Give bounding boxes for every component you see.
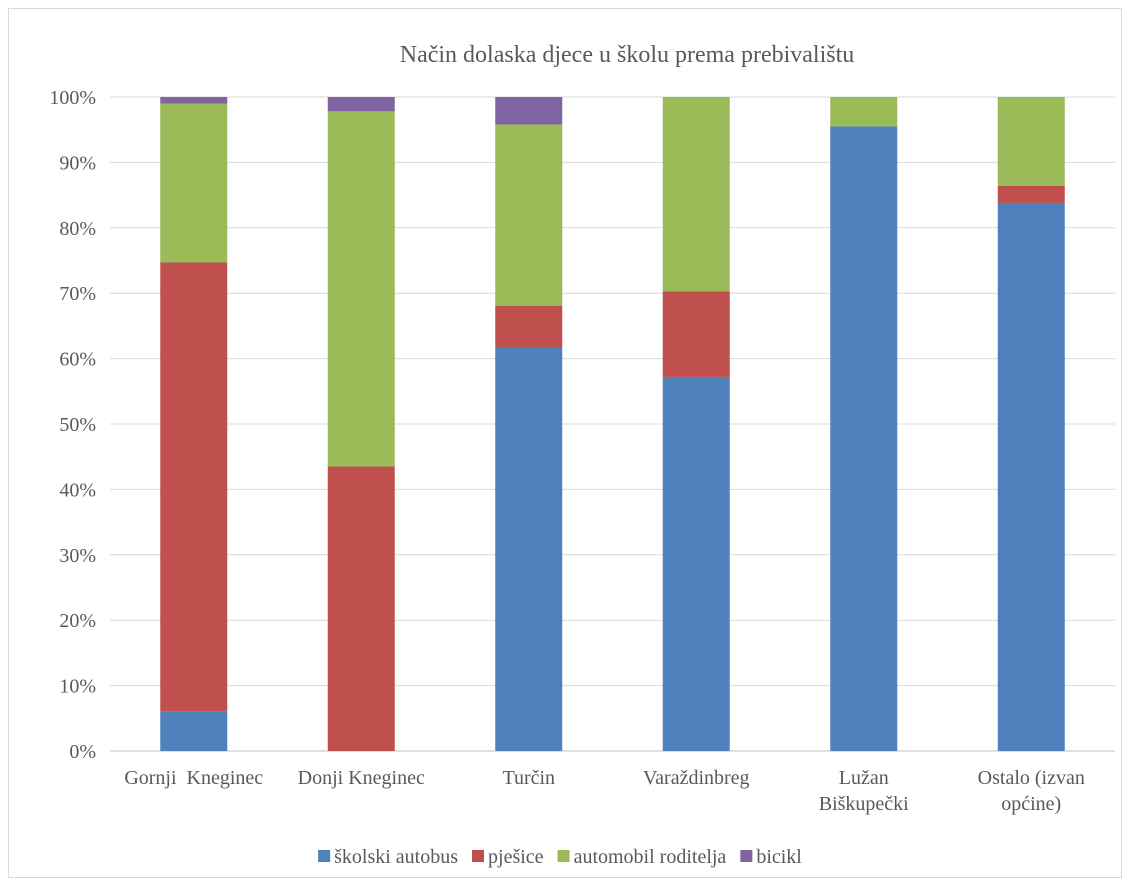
bar-segment [495, 347, 563, 751]
bar-segment [495, 305, 563, 348]
bars [160, 97, 1065, 752]
legend-label: bicikl [756, 846, 802, 868]
y-tick-label: 20% [59, 610, 96, 632]
y-tick-label: 40% [59, 479, 96, 501]
x-tick-label: općine) [1001, 793, 1061, 815]
y-tick-label: 70% [59, 283, 96, 305]
bar-segment [160, 97, 228, 104]
bar-segment [327, 111, 395, 467]
legend: školski autobus pješice automobil roditelj… [318, 846, 802, 868]
legend-item: pješice [472, 846, 544, 868]
bar-segment [662, 291, 730, 377]
bar-segment [662, 97, 730, 292]
y-tick-label: 90% [59, 152, 96, 174]
bar-segment [662, 376, 730, 751]
bar-segment [830, 97, 898, 127]
bar-segment [495, 97, 563, 125]
x-tick-label: Turčin [502, 767, 555, 789]
bar-segment [327, 97, 395, 112]
y-tick-label: 80% [59, 218, 96, 240]
x-tick-label: Gornji Kneginec [124, 767, 263, 789]
bar-segment [160, 262, 228, 712]
legend-item: bicikl [740, 846, 802, 868]
chart-title: Način dolaska djece u školu prema prebiv… [400, 42, 855, 68]
x-tick-label: Ostalo (izvan [978, 767, 1085, 789]
x-tick-label: Varaždinbreg [643, 767, 750, 789]
bar-segment [997, 202, 1065, 751]
bar-segment [160, 103, 228, 263]
y-tick-label: 0% [69, 741, 96, 763]
y-tick-label: 30% [59, 545, 96, 567]
legend-label: pješice [488, 846, 544, 868]
bar-segment [997, 97, 1065, 186]
x-axis-labels: Gornji Kneginec Donji Kneginec Turčin Varaž… [124, 767, 1085, 815]
legend-item: školski autobus [318, 846, 458, 868]
gridlines [110, 96, 1115, 752]
y-tick-label: 60% [59, 349, 96, 371]
x-tick-label: Biškupečki [819, 793, 909, 815]
bar-segment [327, 466, 395, 751]
y-tick-label: 100% [49, 87, 96, 109]
legend-swatch [557, 850, 570, 862]
y-tick-label: 10% [59, 676, 96, 698]
legend-swatch [740, 850, 753, 862]
legend-swatch [318, 850, 331, 862]
bar-segment [997, 185, 1065, 203]
bar-segment [830, 126, 898, 752]
x-tick-label: Donji Kneginec [298, 767, 425, 789]
bar-segment [495, 124, 563, 306]
legend-label: školski autobus [334, 846, 458, 868]
bar-segment [160, 711, 228, 751]
legend-item: automobil roditelja [557, 846, 727, 868]
y-tick-label: 50% [59, 414, 96, 436]
legend-swatch [472, 850, 485, 862]
y-axis-ticks: 0% 10% 20% 30% 40% 50% 60% 70% 80% 90% 100% [49, 87, 96, 763]
x-tick-label: Lužan [839, 767, 889, 789]
legend-label: automobil roditelja [574, 846, 727, 868]
